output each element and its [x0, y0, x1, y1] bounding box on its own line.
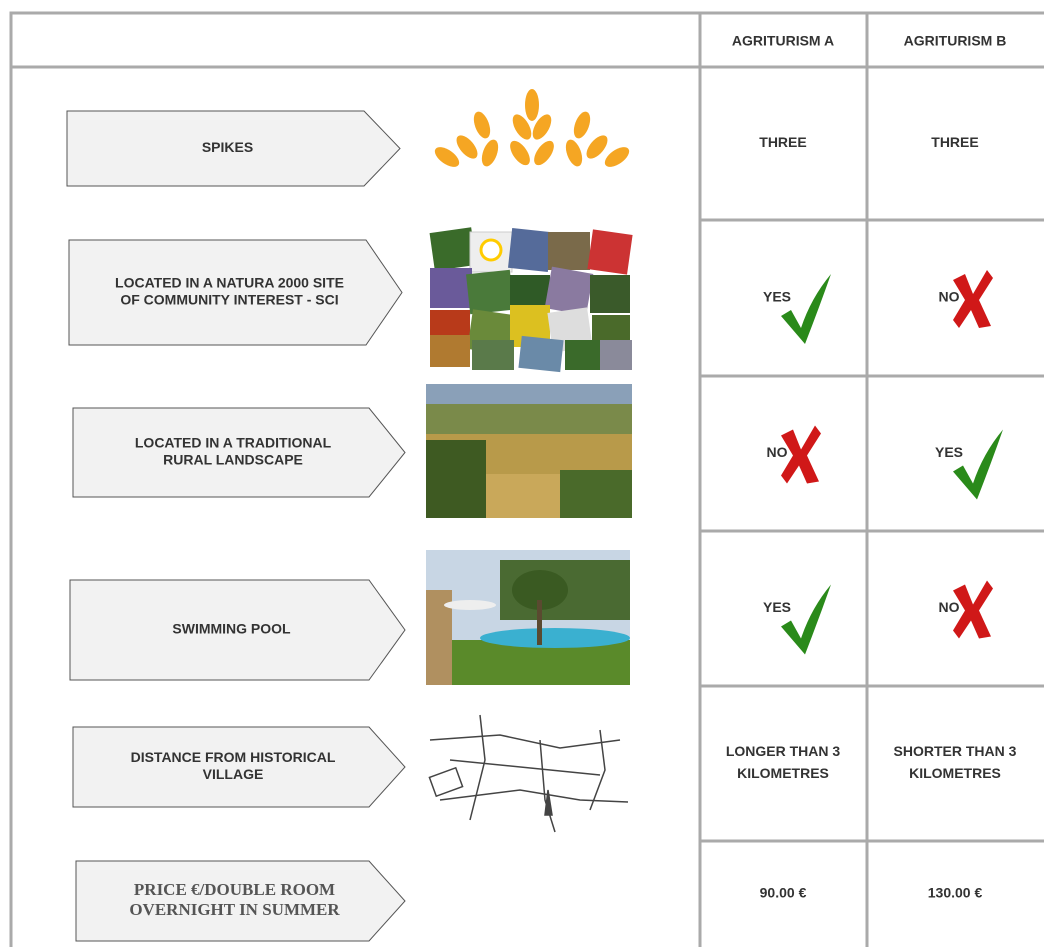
cell-value: SHORTER THAN 3: [894, 743, 1017, 759]
cell-value: NO: [767, 444, 788, 460]
label-arrow: [68, 239, 403, 346]
cell-value: YES: [763, 289, 791, 305]
flowers-collage: [429, 227, 633, 373]
check-icon: [781, 584, 831, 655]
column-header: AGRITURISM B: [904, 33, 1007, 49]
row-label: SWIMMING POOL: [172, 621, 291, 637]
cell-value: YES: [935, 444, 963, 460]
cell-value: KILOMETRES: [909, 765, 1001, 781]
row-label: LOCATED IN A NATURA 2000 SITE: [115, 275, 344, 291]
cell-value: KILOMETRES: [737, 765, 829, 781]
label-arrow: [66, 110, 401, 187]
row-label: RURAL LANDSCAPE: [163, 452, 303, 468]
row-label: PRICE €/DOUBLE ROOM: [134, 880, 335, 899]
row-label: DISTANCE FROM HISTORICAL: [131, 749, 336, 765]
column-header: AGRITURISM A: [732, 33, 834, 49]
row-label: OVERNIGHT IN SUMMER: [129, 900, 340, 919]
label-arrow: [69, 579, 406, 681]
row-label: SPIKES: [202, 139, 253, 155]
label-arrow: [72, 407, 406, 498]
check-icon: [953, 429, 1003, 500]
cell-value: NO: [939, 599, 960, 615]
wheat-image: [434, 89, 630, 167]
cross-icon: [953, 270, 993, 328]
label-arrow: [72, 726, 406, 808]
pool-photo: [426, 550, 630, 685]
cross-icon: [781, 425, 821, 484]
row-label: LOCATED IN A TRADITIONAL: [135, 435, 332, 451]
cell-value: 130.00 €: [928, 885, 983, 901]
cell-value: THREE: [931, 134, 978, 150]
check-icon: [781, 274, 831, 344]
row-label: VILLAGE: [203, 766, 264, 782]
row-label: OF COMMUNITY INTEREST - SCI: [120, 292, 338, 308]
cell-value: NO: [939, 289, 960, 305]
map-drawing: [428, 714, 629, 833]
table-grid: [9, 11, 1044, 947]
landscape-photo: [426, 384, 632, 518]
cell-value: THREE: [759, 134, 806, 150]
cross-icon: [953, 580, 993, 639]
cell-value: LONGER THAN 3: [726, 743, 841, 759]
cell-value: 90.00 €: [760, 885, 807, 901]
label-arrow: [75, 860, 406, 942]
cell-value: YES: [763, 599, 791, 615]
